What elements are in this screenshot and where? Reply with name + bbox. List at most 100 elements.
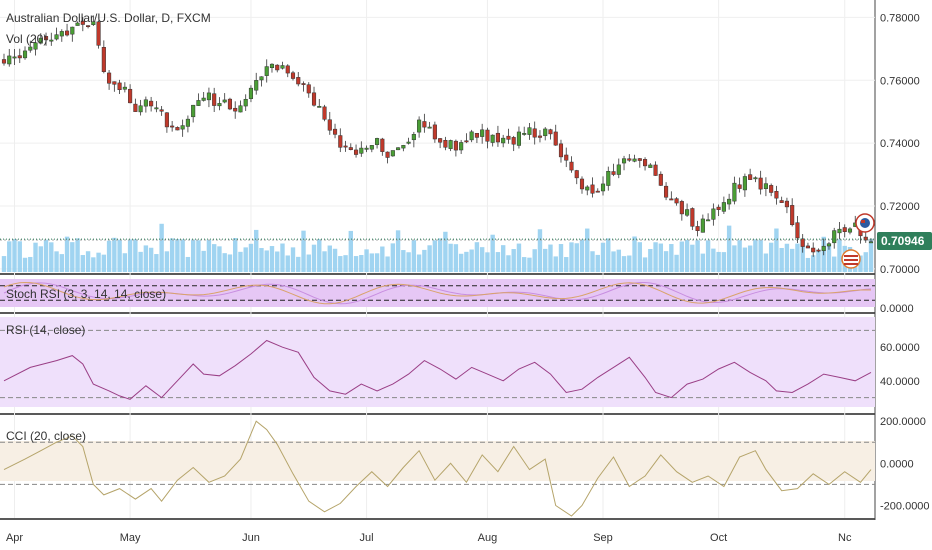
candle-body	[811, 247, 816, 253]
volume-bar	[385, 256, 390, 272]
candle	[143, 96, 148, 113]
candle-body	[690, 208, 695, 227]
volume-bar	[154, 254, 159, 272]
candle	[91, 15, 96, 26]
candle-body	[348, 147, 353, 150]
volume-bar	[96, 252, 101, 272]
volume-bar	[180, 239, 185, 272]
event-flag-icon[interactable]	[855, 213, 875, 233]
candle-body	[847, 228, 853, 233]
candle	[311, 86, 317, 107]
candle	[354, 144, 359, 158]
volume-bar	[275, 251, 280, 272]
candle-body	[627, 158, 632, 161]
candle	[264, 59, 269, 83]
volume-bar	[12, 239, 17, 272]
volume-bar	[33, 242, 38, 272]
volume-bar	[585, 228, 590, 272]
candle	[779, 196, 784, 203]
candle	[832, 227, 837, 249]
candle-body	[558, 143, 564, 158]
news-flag-icon[interactable]	[841, 249, 861, 269]
candle	[417, 116, 422, 138]
candle-body	[101, 47, 106, 72]
candle	[448, 139, 453, 152]
candle	[327, 111, 332, 135]
candle-body	[706, 219, 711, 222]
candle-body	[842, 227, 847, 232]
candle	[75, 21, 80, 26]
volume-bar	[658, 243, 664, 272]
volume-bar	[453, 244, 459, 272]
candle-body	[322, 106, 327, 120]
candle-body	[254, 80, 259, 91]
volume-bar	[222, 253, 227, 272]
candle	[485, 127, 490, 149]
volume-bar	[679, 241, 685, 272]
candle-body	[600, 183, 606, 192]
rsi-tick-label: 60.0000	[880, 342, 920, 354]
candle-body	[238, 105, 243, 113]
volume-bar	[648, 248, 653, 272]
volume-bar	[527, 257, 532, 272]
volume-bar	[85, 251, 91, 272]
volume-bar	[390, 243, 396, 272]
candle-body	[779, 200, 784, 203]
candle-body	[264, 66, 269, 76]
volume-bar	[369, 253, 375, 272]
volume-bar	[359, 255, 364, 272]
candle-body	[396, 147, 401, 151]
candle	[191, 104, 196, 123]
candle	[590, 177, 595, 198]
volume-bar	[627, 255, 632, 272]
candle-body	[537, 135, 543, 138]
candle	[280, 61, 285, 70]
x-tick-label: Aug	[478, 532, 498, 544]
candle-body	[22, 50, 28, 59]
candle-body	[80, 20, 85, 25]
volume-bar	[364, 249, 369, 272]
candle-body	[553, 131, 558, 146]
candle-body	[354, 149, 359, 155]
volume-bar	[795, 243, 800, 272]
candle-body	[511, 137, 516, 145]
volume-bar	[380, 246, 385, 272]
candle	[243, 94, 248, 111]
candle	[70, 26, 75, 42]
candle	[690, 207, 695, 231]
candle	[501, 134, 506, 148]
volume-bar	[395, 230, 401, 272]
candle-body	[826, 243, 832, 247]
candle	[621, 155, 627, 171]
candle-body	[868, 241, 874, 244]
candle-body	[75, 22, 80, 26]
candle-body	[590, 184, 595, 194]
rsi-pane	[0, 317, 875, 407]
candle	[616, 158, 621, 179]
volume-bar	[458, 253, 464, 272]
volume-bar	[768, 242, 774, 272]
candle	[43, 32, 49, 46]
candle	[564, 147, 569, 168]
volume-bar	[238, 251, 243, 272]
candle-body	[196, 100, 201, 106]
candle-body	[637, 158, 642, 161]
candle-body	[753, 177, 758, 180]
volume-bar	[80, 255, 86, 272]
candle-body	[611, 171, 616, 175]
candle-body	[763, 183, 768, 189]
candle-body	[464, 140, 469, 143]
volume-bar	[443, 231, 448, 272]
candle	[727, 193, 732, 210]
candle-body	[369, 145, 374, 150]
candle	[390, 150, 395, 157]
volume-bar	[437, 238, 443, 272]
volume-bar	[726, 225, 732, 272]
candle	[138, 99, 143, 116]
stoch-tick-label: 0.0000	[880, 303, 914, 315]
volume-bar	[54, 251, 59, 272]
volume-bar	[716, 251, 721, 272]
candle	[842, 224, 847, 238]
candle	[159, 106, 164, 116]
